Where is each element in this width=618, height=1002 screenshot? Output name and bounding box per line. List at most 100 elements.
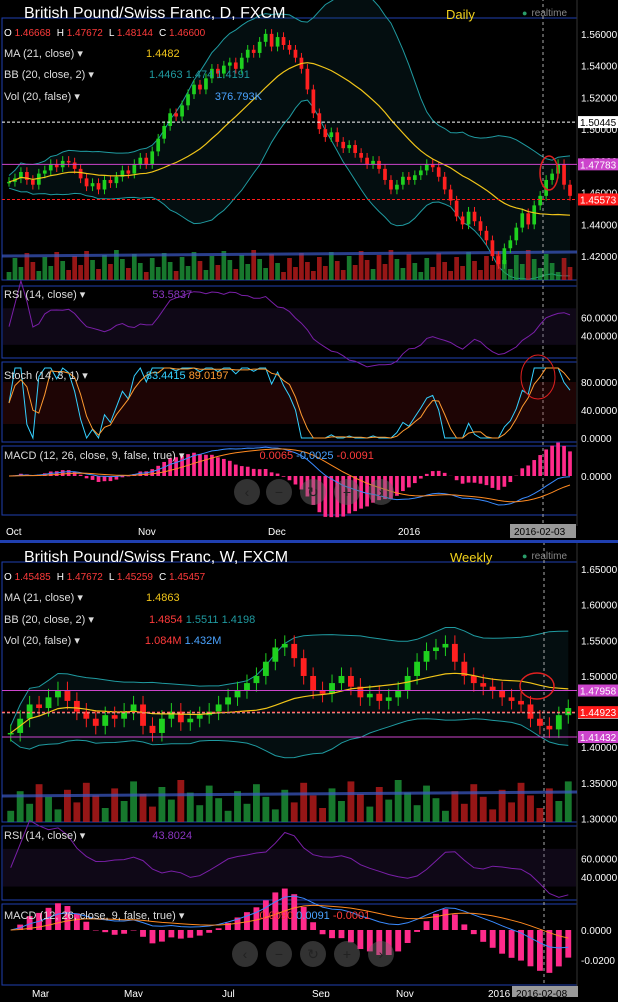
daily-rsi-legend[interactable]: RSI (14, close) ▾ 53.5837 <box>4 288 192 301</box>
daily-volume-bar <box>233 269 238 280</box>
daily-volume-bar <box>418 272 423 280</box>
daily-volume-bar <box>66 270 71 280</box>
daily-scroll-left-button[interactable]: ‹ <box>234 479 260 505</box>
weekly-candle-body <box>424 651 430 662</box>
daily-candle-body <box>568 185 572 196</box>
weekly-candle-body <box>64 690 70 701</box>
weekly-volume-bar <box>55 809 62 822</box>
daily-candle-body <box>85 178 89 186</box>
weekly-volume-bar <box>489 809 496 822</box>
daily-rsi-band <box>3 308 576 345</box>
daily-vol-legend[interactable]: Vol (20, false) ▾ 376.793K <box>4 90 262 103</box>
daily-zoom-in-button[interactable]: + <box>334 479 360 505</box>
weekly-macd-legend[interactable]: MACD (12, 26, close, 9, false, true) ▾ 0… <box>4 909 370 922</box>
daily-candle-body <box>497 256 501 264</box>
weekly-candle-body <box>263 662 269 676</box>
weekly-zoom-in-button[interactable]: + <box>334 941 360 967</box>
daily-stoch-tick-label: 80.0000 <box>581 378 618 389</box>
daily-volume-bar <box>192 252 197 280</box>
daily-volume-bar <box>472 261 477 280</box>
daily-macd-hist-bar <box>270 472 274 476</box>
daily-candle-body <box>503 248 507 264</box>
weekly-reset-button[interactable]: ↻ <box>300 941 326 967</box>
daily-macd-legend[interactable]: MACD (12, 26, close, 9, false, true) ▾ 0… <box>4 449 374 462</box>
daily-candle-body <box>532 205 536 224</box>
daily-candle-body <box>180 105 184 116</box>
weekly-x-tick-label: Mar <box>32 989 50 997</box>
daily-candle-body <box>174 113 178 116</box>
weekly-chart-title[interactable]: British Pound/Swiss Franc, W, FXCM <box>24 549 288 567</box>
weekly-bb-legend[interactable]: BB (20, close, 2) ▾ 1.4854 1.5511 1.4198 <box>4 613 255 626</box>
daily-ma-legend[interactable]: MA (21, close) ▾ 1.4482 <box>4 47 180 60</box>
daily-chart-title[interactable]: British Pound/Swiss Franc, D, FXCM <box>24 5 285 23</box>
daily-volume-bar <box>305 262 310 280</box>
weekly-x-tick-label: Nov <box>396 989 414 997</box>
daily-macd-hist-bar <box>568 451 572 476</box>
daily-bb-legend[interactable]: BB (20, close, 2) ▾ 1.4463 1.474 1.4191 <box>4 68 250 81</box>
weekly-bb-fill <box>11 628 569 758</box>
charts-divider <box>0 540 618 543</box>
weekly-macd-hist-bar <box>395 930 401 951</box>
weekly-price-tag-label: 1.44923 <box>580 708 617 719</box>
daily-macd-hist-bar <box>461 476 465 484</box>
daily-scroll-right-button[interactable]: › <box>368 479 394 505</box>
daily-macd-hist-bar <box>485 476 489 485</box>
weekly-scroll-right-button[interactable]: › <box>368 941 394 967</box>
daily-macd-hist-bar <box>562 446 566 476</box>
daily-volume-bar <box>36 271 41 280</box>
daily-macd-hist-bar <box>240 466 244 476</box>
daily-candle-body <box>407 177 411 180</box>
weekly-candle-body <box>367 694 373 698</box>
weekly-volume-bar <box>423 786 430 822</box>
daily-volume-bar <box>42 257 47 280</box>
weekly-volume-bar <box>385 800 392 822</box>
weekly-volume-bar <box>206 786 213 822</box>
weekly-x-tick-label: Sep <box>312 989 330 997</box>
weekly-volume-bar <box>36 784 43 822</box>
daily-candle-body <box>425 164 429 170</box>
weekly-rsi-legend[interactable]: RSI (14, close) ▾ 43.8024 <box>4 829 192 842</box>
daily-candle-body <box>115 177 119 183</box>
weekly-ma-legend[interactable]: MA (21, close) ▾ 1.4863 <box>4 591 180 604</box>
daily-x-tick-label: 2016-02-03 <box>514 527 566 538</box>
weekly-volume-bar <box>319 808 326 822</box>
daily-macd-hist-bar <box>443 473 447 476</box>
daily-candle-body <box>198 85 202 90</box>
daily-stoch-legend[interactable]: Stoch (14, 3, 1) ▾ 83.4415 89.0197 <box>4 369 228 382</box>
daily-volume-bar <box>538 268 543 280</box>
daily-volume-bar <box>454 257 459 280</box>
weekly-candle-body <box>55 690 61 697</box>
daily-stoch-tick-label: 0.0000 <box>581 434 612 445</box>
daily-macd-hist-bar <box>508 476 512 482</box>
weekly-x-tick-label: 2016-02-08 <box>516 989 568 997</box>
daily-volume-bar <box>544 254 549 280</box>
daily-volume-bar <box>245 264 250 280</box>
daily-volume-bar <box>156 267 161 280</box>
daily-volume-bar <box>347 256 352 280</box>
daily-macd-hist-bar <box>288 476 292 480</box>
weekly-rsi-tick-label: 60.0000 <box>581 854 618 865</box>
daily-macd-hist-bar <box>91 476 95 480</box>
daily-volume-bar <box>466 252 471 280</box>
daily-macd-hist-bar <box>85 476 89 478</box>
daily-macd-hist-bar <box>520 468 524 476</box>
daily-candle-body <box>389 180 393 190</box>
weekly-macd-hist-bar <box>490 930 496 948</box>
weekly-scroll-left-button[interactable]: ‹ <box>232 941 258 967</box>
weekly-macd-hist-bar <box>565 930 571 958</box>
weekly-volume-bar <box>26 804 33 822</box>
weekly-volume-bar <box>508 802 515 822</box>
daily-candle-body <box>306 69 310 90</box>
weekly-candle-body <box>518 701 524 705</box>
weekly-macd-hist-bar <box>442 909 448 930</box>
daily-reset-button[interactable]: ↻ <box>300 479 326 505</box>
daily-candle-body <box>288 45 292 50</box>
daily-macd-hist-bar <box>228 461 232 476</box>
daily-volume-bar <box>210 256 215 280</box>
daily-candle-body <box>323 129 327 137</box>
weekly-vol-legend[interactable]: Vol (20, false) ▾ 1.084M 1.432M <box>4 634 221 647</box>
weekly-zoom-out-button[interactable]: − <box>266 941 292 967</box>
weekly-volume-bar <box>404 793 411 822</box>
daily-candle-body <box>479 221 483 231</box>
daily-zoom-out-button[interactable]: − <box>266 479 292 505</box>
